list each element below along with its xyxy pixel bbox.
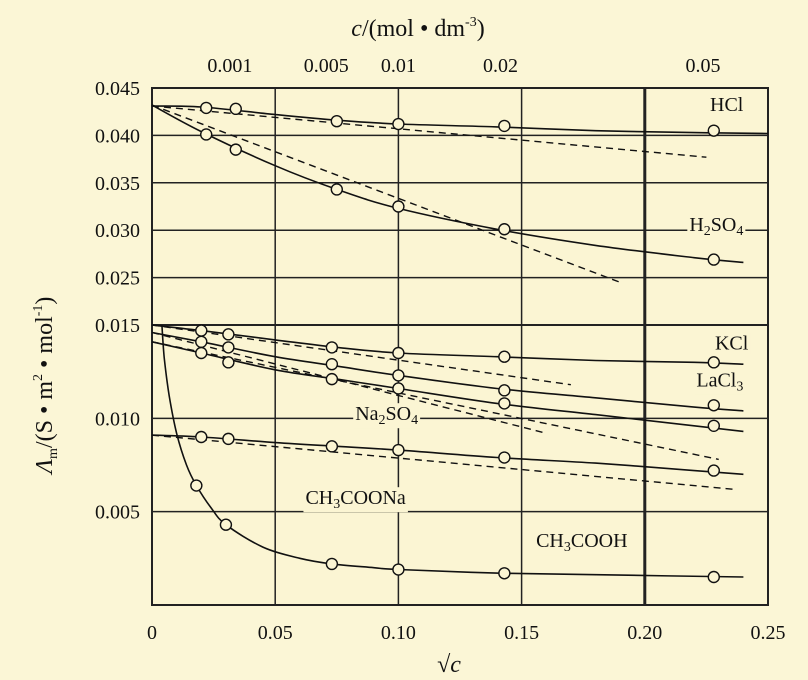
series-label: Na2SO4 (355, 403, 418, 428)
data-point (392, 369, 405, 382)
series-label: CH3COOH (536, 530, 627, 555)
grid (152, 88, 768, 605)
series-label-bg (694, 369, 746, 395)
y-tick-label: 0.025 (95, 268, 140, 290)
y-tick-label: 0.010 (95, 408, 140, 430)
data-point (229, 102, 242, 116)
data-point (392, 443, 405, 457)
data-point (195, 430, 208, 444)
limiting-law-line (151, 341, 719, 461)
data-point (222, 356, 235, 369)
top-tick-label: 0.005 (304, 55, 349, 77)
series-label-bg (712, 332, 751, 355)
top-tick-label: 0.02 (483, 55, 518, 77)
series-label: KCl (715, 332, 749, 354)
data-point (330, 114, 343, 128)
series-label-bg (708, 93, 746, 116)
x-tick-label: 0.25 (751, 622, 786, 644)
x-axis-title: √c (437, 652, 461, 678)
data-point (330, 183, 343, 196)
y-tick-label: 0.040 (95, 125, 140, 147)
data-point (325, 341, 339, 354)
x-tick-label: 0.15 (504, 622, 539, 644)
data-point (222, 432, 235, 446)
data-point (190, 479, 203, 492)
series-label: CH3COONa (305, 487, 405, 512)
top-tick-label: 0.01 (381, 55, 416, 77)
data-point (392, 117, 405, 131)
data-point (200, 101, 213, 115)
data-point (707, 356, 720, 369)
limiting-law-line (151, 324, 571, 386)
series-chcoona: CH3COONa (151, 430, 744, 513)
data-point (325, 557, 339, 571)
data-point (195, 324, 208, 337)
y-tick-label: 0.005 (95, 502, 140, 524)
limiting-law-line (151, 331, 547, 434)
data-point (200, 128, 213, 141)
data-point (498, 119, 511, 133)
data-point (498, 451, 511, 464)
series-label-bg (687, 214, 746, 240)
limiting-law-line (151, 434, 734, 490)
data-point (498, 350, 511, 363)
plot-area (151, 87, 769, 606)
data-point (498, 223, 511, 236)
top-tick-label: 0.001 (207, 55, 252, 77)
y-tick-label: 0.035 (95, 173, 140, 195)
series-hso: H2SO4 (151, 104, 746, 283)
data-point (707, 464, 720, 477)
data-point (707, 570, 720, 584)
series-label-bg (353, 403, 421, 429)
data-point (498, 397, 511, 410)
y-tick-label: 0.015 (95, 315, 140, 337)
series-naso: Na2SO4 (151, 341, 744, 461)
data-point (392, 200, 405, 213)
data-point (219, 518, 233, 531)
y-tick-label: 0.045 (95, 78, 140, 100)
data-point (707, 419, 720, 432)
data-point (392, 346, 405, 360)
data-point (707, 399, 720, 412)
x-tick-label: 0.05 (258, 622, 293, 644)
series-label: HCl (710, 94, 744, 116)
x-tick-label: 0.20 (627, 622, 662, 644)
data-point (392, 563, 405, 576)
data-point (222, 341, 235, 354)
data-point (498, 384, 511, 397)
top-axis-title: c/(mol • dm-3) (351, 15, 484, 42)
top-tick-label: 0.05 (685, 55, 720, 77)
y-tick-label: 0.030 (95, 220, 140, 242)
series-label: LaCl3 (696, 370, 743, 395)
data-point (229, 143, 242, 156)
data-point (392, 382, 405, 395)
series-label-bg (303, 487, 408, 513)
series-chcooh: CH3COOH (161, 324, 744, 584)
data-point (325, 440, 339, 453)
series-hcl: HCl (151, 93, 769, 158)
data-point (498, 567, 511, 580)
data-point (325, 358, 339, 371)
series-kcl: KCl (151, 324, 751, 386)
y-axis-title: Λm/(S • m2 • mol-1) (31, 297, 61, 476)
series-label: H2SO4 (689, 214, 743, 239)
data-point (707, 253, 720, 266)
x-tick-label: 0 (147, 622, 157, 644)
data-point (707, 124, 720, 137)
data-point (222, 328, 235, 341)
data-point (195, 346, 208, 360)
data-point (195, 335, 208, 348)
series-label-bg (534, 530, 630, 556)
limiting-law-line (151, 105, 707, 158)
data-point (325, 372, 339, 386)
x-tick-label: 0.10 (381, 622, 416, 644)
series-lacl: LaCl3 (151, 331, 746, 434)
